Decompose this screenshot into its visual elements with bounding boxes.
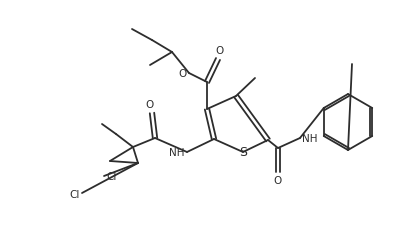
Text: NH: NH	[169, 148, 185, 158]
Text: S: S	[239, 146, 247, 159]
Text: Cl: Cl	[106, 172, 116, 182]
Text: O: O	[179, 69, 187, 79]
Text: O: O	[146, 100, 154, 110]
Text: O: O	[274, 176, 282, 186]
Text: NH: NH	[302, 134, 317, 144]
Text: Cl: Cl	[70, 190, 80, 200]
Text: O: O	[215, 46, 223, 56]
